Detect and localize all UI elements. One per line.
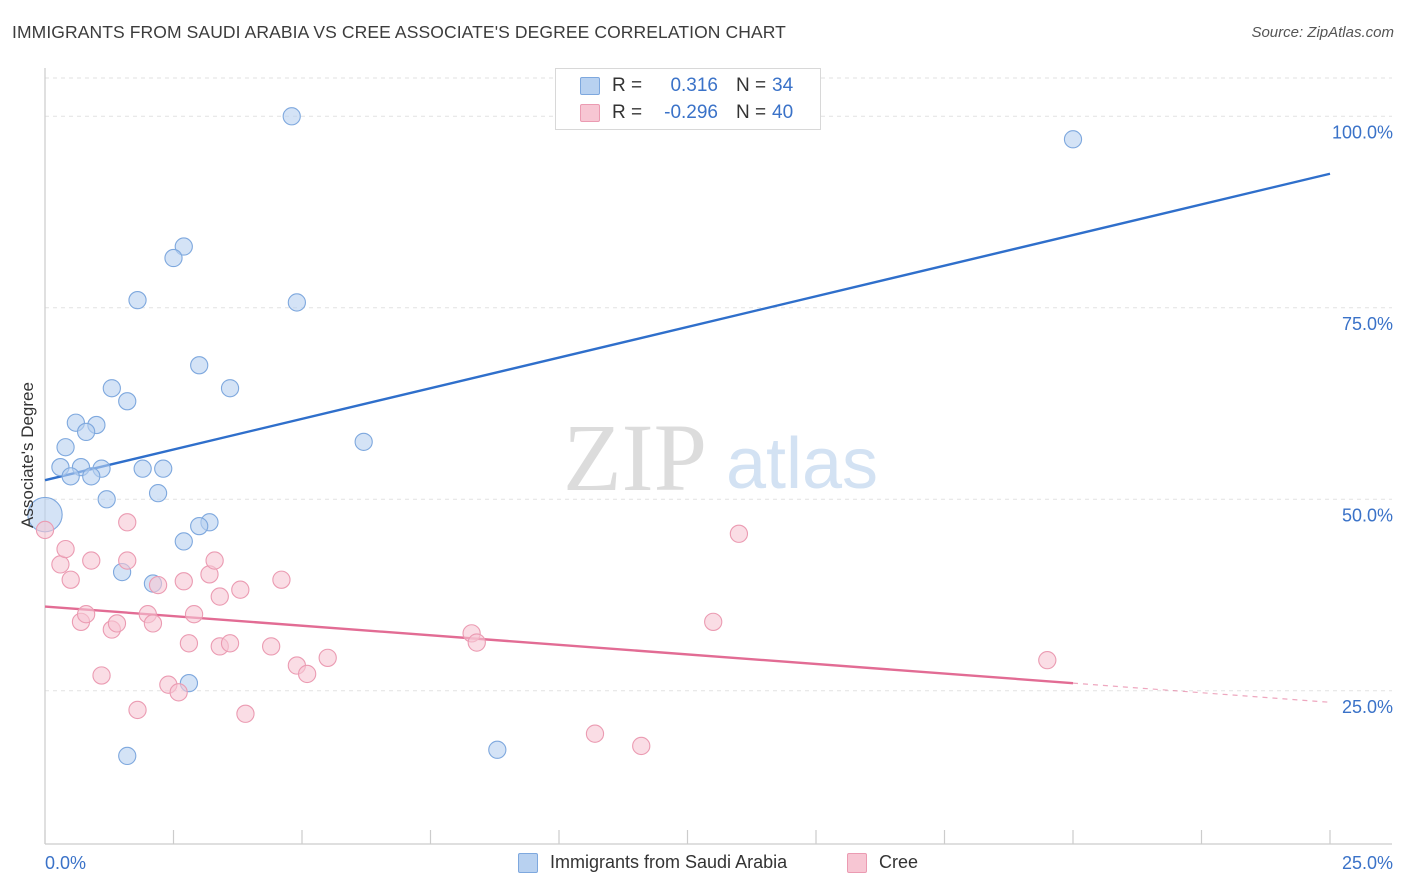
bottom-legend-label: Immigrants from Saudi Arabia <box>550 852 788 872</box>
saudi-point <box>282 107 301 126</box>
cree-point <box>35 520 55 540</box>
trend-layer <box>44 172 1331 703</box>
cree-point <box>76 605 96 624</box>
cree-trend-line-dashed <box>1072 682 1331 703</box>
saudi-point <box>102 379 121 398</box>
cree-point <box>297 664 317 684</box>
saudi-point <box>97 490 116 509</box>
cree-point <box>174 572 193 591</box>
cree-point <box>118 551 137 570</box>
axis-layer <box>44 68 1392 845</box>
y-tick-label: 75.0% <box>1342 314 1393 334</box>
saudi-point <box>118 746 137 766</box>
bottom-legend-cree: Cree <box>847 852 918 873</box>
saudi-point <box>190 356 209 375</box>
legend-r-value: 0.316 <box>670 75 718 96</box>
legend-r-label: R = <box>612 102 643 123</box>
legend-row-cree: R = -0.296 N = 40 <box>580 101 793 125</box>
source-label: Source: ZipAtlas.com <box>1251 24 1394 41</box>
cree-point <box>184 605 204 624</box>
saudi-point <box>61 467 80 486</box>
saudi-point <box>174 237 193 256</box>
y-tick-label: 100.0% <box>1332 122 1393 142</box>
cree-point <box>169 683 188 702</box>
watermark: ZIP atlas <box>563 404 878 511</box>
legend-swatch-blue <box>580 77 600 95</box>
watermark-atlas: atlas <box>726 424 878 504</box>
y-axis-label: Associate's Degree <box>18 382 37 528</box>
bottom-legend-swatch-pink <box>847 852 867 873</box>
legend-r-value: -0.296 <box>664 102 718 123</box>
legend-n-value: 40 <box>772 102 794 123</box>
cree-point <box>632 736 651 756</box>
cree-point <box>220 634 240 653</box>
cree-point <box>205 551 224 570</box>
saudi-point <box>190 516 209 536</box>
bottom-legend-swatch-blue <box>518 852 538 873</box>
watermark-zip: ZIP <box>563 404 707 511</box>
cree-point <box>262 637 281 656</box>
saudi-point <box>354 432 373 451</box>
cree-point <box>231 580 250 599</box>
cree-point <box>585 724 605 743</box>
saudi-point <box>118 392 137 411</box>
cree-point <box>143 614 163 633</box>
cree-point <box>61 570 80 589</box>
cree-point <box>210 587 229 606</box>
points-layer <box>27 107 1083 766</box>
cree-point <box>236 704 255 723</box>
cree-point <box>467 633 486 652</box>
cree-trend-line <box>44 605 1074 685</box>
bottom-legend-saudi: Immigrants from Saudi Arabia <box>518 852 787 873</box>
cree-point <box>148 575 168 595</box>
legend-r-label: R = <box>612 75 643 96</box>
cree-point <box>179 634 199 653</box>
cree-point <box>1038 651 1057 670</box>
cree-point <box>92 666 111 685</box>
cree-point <box>51 555 70 574</box>
y-tick-label: 25.0% <box>1342 697 1393 717</box>
saudi-point <box>128 291 147 310</box>
cree-point <box>56 539 75 559</box>
saudi-point <box>76 422 96 442</box>
saudi-point <box>133 459 152 478</box>
legend-n-label: N = <box>736 75 767 96</box>
grid-layer <box>45 77 1392 692</box>
saudi-point <box>148 484 168 503</box>
saudi-point <box>220 379 240 398</box>
saudi-point <box>154 459 173 478</box>
cree-point <box>82 551 101 570</box>
stats-legend: R = 0.316 N = 34 R = -0.296 N = 40 <box>555 68 821 130</box>
legend-n-label: N = <box>736 102 767 123</box>
x-tick-label: 0.0% <box>45 853 86 873</box>
y-tick-label: 50.0% <box>1342 505 1393 525</box>
legend-row-saudi: R = 0.316 N = 34 <box>580 74 793 98</box>
saudi-point <box>287 293 306 312</box>
cree-point <box>118 513 137 532</box>
legend-n-value: 34 <box>772 75 794 96</box>
saudi-point <box>174 532 193 551</box>
tick-label-layer: 25.0% 50.0% 75.0% 100.0% 0.0% 25.0% <box>45 122 1393 873</box>
saudi-point <box>488 740 507 759</box>
cree-point <box>704 612 723 632</box>
cree-point <box>107 614 127 633</box>
legend-swatch-pink <box>580 104 600 122</box>
saudi-point <box>56 438 75 457</box>
cree-point <box>272 570 291 589</box>
bottom-legend-label: Cree <box>879 852 919 872</box>
cree-point <box>729 524 749 543</box>
saudi-point <box>1063 130 1083 149</box>
saudi-point <box>164 248 183 268</box>
cree-point <box>318 648 337 668</box>
chart-title: IMMIGRANTS FROM SAUDI ARABIA VS CREE ASS… <box>12 22 786 42</box>
saudi-trend-line <box>44 172 1331 482</box>
cree-point <box>128 700 147 720</box>
x-tick-label: 25.0% <box>1342 853 1393 873</box>
saudi-point <box>82 467 101 486</box>
